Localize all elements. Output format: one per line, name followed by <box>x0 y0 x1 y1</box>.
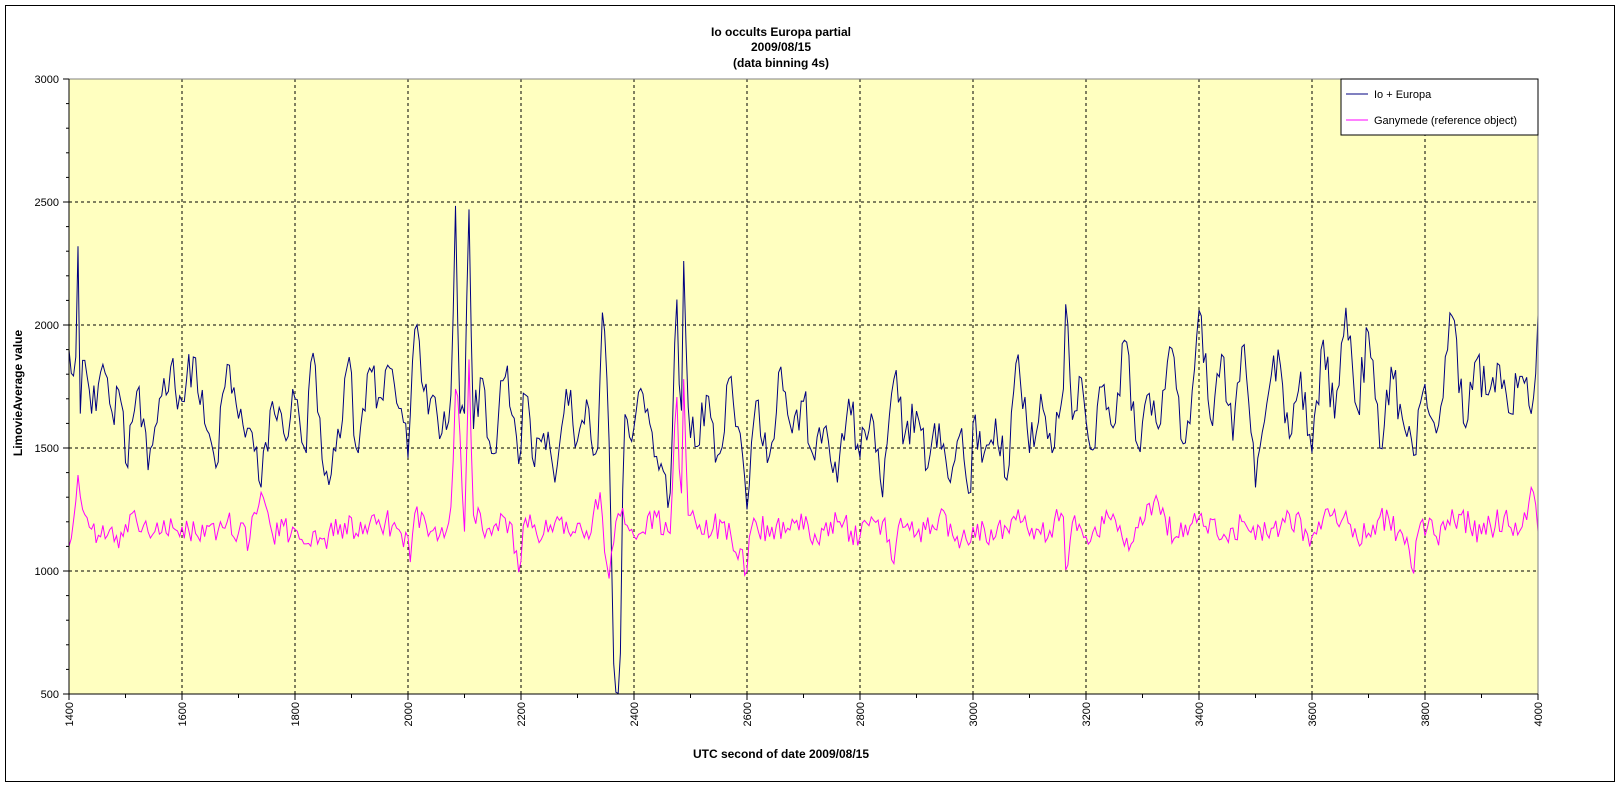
x-tick-label: 3800 <box>1420 702 1432 726</box>
y-tick-label: 3000 <box>35 74 59 86</box>
x-tick-label: 2400 <box>629 702 641 726</box>
title-line-2: 2009/08/15 <box>751 40 811 54</box>
legend-label-ganymede: Ganymede (reference object) <box>1374 115 1517 127</box>
x-tick-label: 2600 <box>742 702 754 726</box>
series-layer <box>68 205 1539 695</box>
x-axis: 1400 1600 1800 2000 2200 2400 2600 2800 3000 3200… <box>64 693 1545 726</box>
plot-area <box>69 79 1538 694</box>
y-tick-label: 500 <box>41 689 59 701</box>
x-tick-label: 4000 <box>1533 702 1545 726</box>
x-tick-label: 3600 <box>1307 702 1319 726</box>
x-tick-label: 3000 <box>968 702 980 726</box>
series-line-1 <box>68 359 1539 579</box>
chart-svg: Io occults Europa partial 2009/08/15 (da… <box>11 25 1545 761</box>
x-tick-label: 3200 <box>1081 702 1093 726</box>
x-tick-label: 2800 <box>855 702 867 726</box>
y-axis: 500 1000 1500 2000 2500 3000 <box>35 74 70 701</box>
x-tick-label: 2200 <box>516 702 528 726</box>
legend-box <box>1340 78 1539 136</box>
title-line-3: (data binning 4s) <box>733 56 829 70</box>
y-tick-label: 1500 <box>35 443 59 455</box>
y-axis-label: LimovieAverage value <box>11 330 25 457</box>
y-tick-label: 1000 <box>35 566 59 578</box>
series-line-0 <box>68 205 1539 695</box>
title-line-1: Io occults Europa partial <box>711 25 851 39</box>
chart-title: Io occults Europa partial 2009/08/15 (da… <box>711 25 851 70</box>
gridlines <box>69 79 1538 694</box>
x-tick-label: 2000 <box>403 702 415 726</box>
x-tick-label: 1800 <box>290 702 302 726</box>
x-tick-label: 3400 <box>1194 702 1206 726</box>
legend-label-io-europa: Io + Europa <box>1374 89 1432 101</box>
chart-frame: Io occults Europa partial 2009/08/15 (da… <box>5 5 1615 782</box>
y-tick-label: 2000 <box>35 320 59 332</box>
x-axis-label: UTC second of date 2009/08/15 <box>693 747 869 761</box>
x-tick-label: 1600 <box>177 702 189 726</box>
x-tick-label: 1400 <box>64 702 76 726</box>
legend: Io + Europa Ganymede (reference object) <box>1340 78 1539 136</box>
y-tick-label: 2500 <box>35 197 59 209</box>
